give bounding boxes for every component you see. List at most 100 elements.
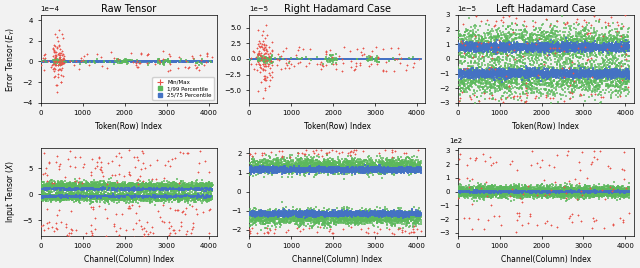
Point — [522, 43, 532, 47]
Point — [390, 211, 400, 215]
Point — [620, 49, 630, 53]
Point — [259, 168, 269, 172]
Point — [111, 198, 121, 202]
Point — [500, 80, 511, 84]
Point — [622, 189, 632, 193]
Point — [274, 210, 284, 214]
Point — [545, 190, 555, 194]
Point — [319, 213, 329, 217]
Point — [252, 207, 262, 211]
Point — [605, 191, 616, 196]
Point — [354, 211, 364, 215]
Point — [515, 189, 525, 194]
Point — [587, 82, 597, 87]
Point — [472, 190, 482, 195]
Point — [409, 167, 419, 172]
Point — [87, 193, 97, 197]
Point — [502, 73, 513, 78]
Point — [561, 77, 571, 81]
Point — [159, 194, 169, 198]
Point — [246, 168, 257, 172]
Point — [362, 55, 372, 59]
Point — [468, 41, 478, 45]
Point — [510, 187, 520, 191]
Point — [331, 214, 341, 218]
Point — [88, 195, 99, 199]
Point — [559, 69, 570, 73]
Point — [202, 184, 212, 189]
Point — [316, 57, 326, 61]
Point — [283, 168, 293, 172]
Point — [399, 217, 409, 221]
Point — [109, 180, 120, 185]
Point — [388, 163, 398, 168]
Point — [506, 73, 516, 78]
Point — [484, 72, 495, 76]
Point — [415, 168, 425, 172]
Point — [589, 188, 600, 192]
Point — [508, 185, 518, 189]
Point — [479, 72, 489, 76]
Point — [202, 184, 212, 189]
Point — [168, 186, 179, 190]
Point — [399, 212, 410, 216]
Point — [350, 165, 360, 169]
Point — [584, 42, 595, 46]
Point — [311, 162, 321, 166]
Point — [492, 190, 502, 195]
Point — [458, 46, 468, 50]
Point — [538, 71, 548, 76]
Point — [189, 188, 200, 192]
Point — [298, 168, 308, 173]
Point — [174, 195, 184, 199]
Point — [605, 33, 616, 37]
Point — [554, 190, 564, 194]
Point — [250, 211, 260, 215]
Point — [264, 213, 274, 217]
Point — [486, 186, 497, 190]
Point — [612, 70, 622, 75]
Point — [202, 191, 212, 195]
Point — [327, 216, 337, 220]
Point — [579, 184, 589, 189]
Point — [472, 185, 483, 190]
Point — [161, 194, 172, 198]
Point — [282, 170, 292, 174]
Point — [457, 74, 467, 78]
Point — [502, 69, 512, 73]
Point — [260, 64, 271, 68]
Point — [348, 57, 358, 61]
Point — [471, 72, 481, 76]
Point — [160, 196, 170, 200]
Point — [598, 44, 608, 48]
Point — [532, 71, 543, 75]
Point — [465, 45, 475, 49]
Point — [246, 214, 256, 218]
Point — [247, 211, 257, 216]
Point — [563, 188, 573, 192]
Point — [78, 184, 88, 189]
Point — [281, 166, 291, 170]
Point — [261, 56, 271, 61]
Point — [622, 43, 632, 47]
Point — [378, 221, 388, 225]
Point — [475, 191, 485, 196]
Point — [504, 89, 514, 93]
Point — [244, 166, 255, 171]
Point — [452, 72, 463, 76]
Point — [141, 188, 151, 193]
Point — [378, 212, 388, 217]
Point — [596, 46, 607, 50]
Point — [612, 77, 622, 81]
Point — [396, 220, 406, 224]
Point — [620, 48, 630, 52]
Point — [468, 87, 479, 92]
Point — [188, 194, 198, 199]
Point — [197, 57, 207, 61]
Point — [498, 44, 508, 48]
Point — [483, 70, 493, 75]
Point — [604, 41, 614, 45]
Point — [515, 188, 525, 192]
Point — [610, 45, 620, 49]
Point — [612, 94, 623, 99]
